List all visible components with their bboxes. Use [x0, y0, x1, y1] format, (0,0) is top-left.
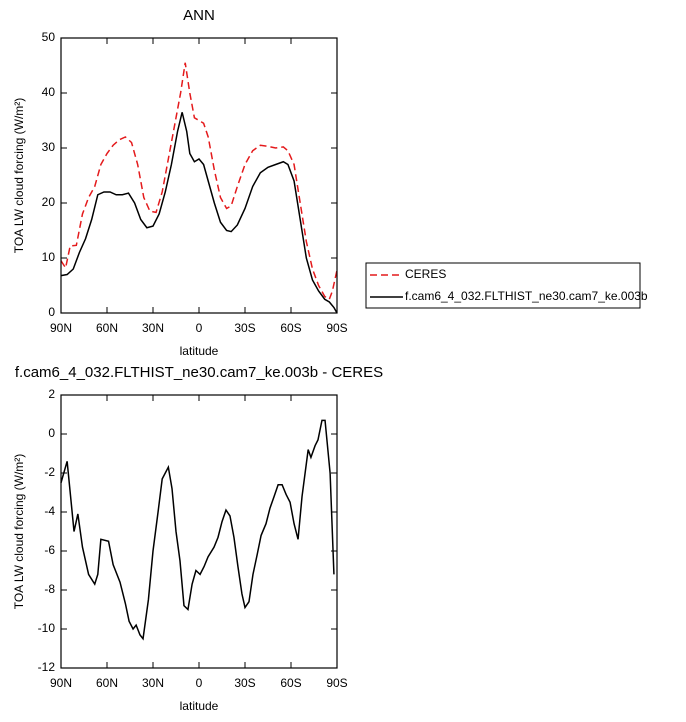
- y-tick-label: 50: [42, 30, 56, 44]
- y-tick-label: 2: [48, 387, 55, 401]
- y-axis-label: TOA LW cloud forcing (W/m²): [12, 98, 26, 254]
- y-tick-label: -2: [44, 465, 55, 479]
- y-tick-label: 10: [42, 250, 56, 264]
- data-line: [60, 62, 338, 301]
- x-tick-label: 90S: [326, 676, 347, 690]
- y-tick-label: -8: [44, 582, 55, 596]
- plot-frame: [60, 394, 338, 669]
- legend-label: f.cam6_4_032.FLTHIST_ne30.cam7_ke.003b: [405, 289, 648, 303]
- data-line: [60, 419, 335, 641]
- x-tick-label: 30S: [234, 676, 255, 690]
- chart-title: f.cam6_4_032.FLTHIST_ne30.cam7_ke.003b -…: [15, 364, 383, 381]
- legend-label: CERES: [405, 267, 446, 281]
- x-axis-label: latitude: [180, 699, 219, 713]
- plot-frame: [60, 37, 338, 314]
- y-axis-label: TOA LW cloud forcing (W/m²): [12, 454, 26, 610]
- x-tick-label: 60S: [280, 676, 301, 690]
- x-tick-label: 60N: [96, 321, 118, 335]
- x-tick-label: 60N: [96, 676, 118, 690]
- y-tick-label: 0: [48, 305, 55, 319]
- x-axis-label: latitude: [180, 344, 219, 358]
- y-tick-label: -6: [44, 543, 55, 557]
- x-tick-label: 0: [196, 321, 203, 335]
- x-tick-label: 30N: [142, 321, 164, 335]
- y-tick-label: -10: [38, 621, 56, 635]
- x-tick-label: 90S: [326, 321, 347, 335]
- x-tick-label: 30S: [234, 321, 255, 335]
- x-tick-label: 90N: [50, 676, 72, 690]
- x-tick-label: 0: [196, 676, 203, 690]
- y-tick-label: 40: [42, 85, 56, 99]
- y-tick-label: -4: [44, 504, 55, 518]
- data-line: [60, 112, 338, 314]
- chart-title: ANN: [183, 7, 215, 24]
- y-tick-label: -12: [38, 660, 56, 674]
- legend: CERES f.cam6_4_032.FLTHIST_ne30.cam7_ke.0…: [365, 262, 648, 309]
- legend-box: [365, 262, 641, 309]
- x-tick-label: 60S: [280, 321, 301, 335]
- y-tick-label: 0: [48, 426, 55, 440]
- y-tick-label: 30: [42, 140, 56, 154]
- x-tick-label: 30N: [142, 676, 164, 690]
- x-tick-label: 90N: [50, 321, 72, 335]
- y-tick-label: 20: [42, 195, 56, 209]
